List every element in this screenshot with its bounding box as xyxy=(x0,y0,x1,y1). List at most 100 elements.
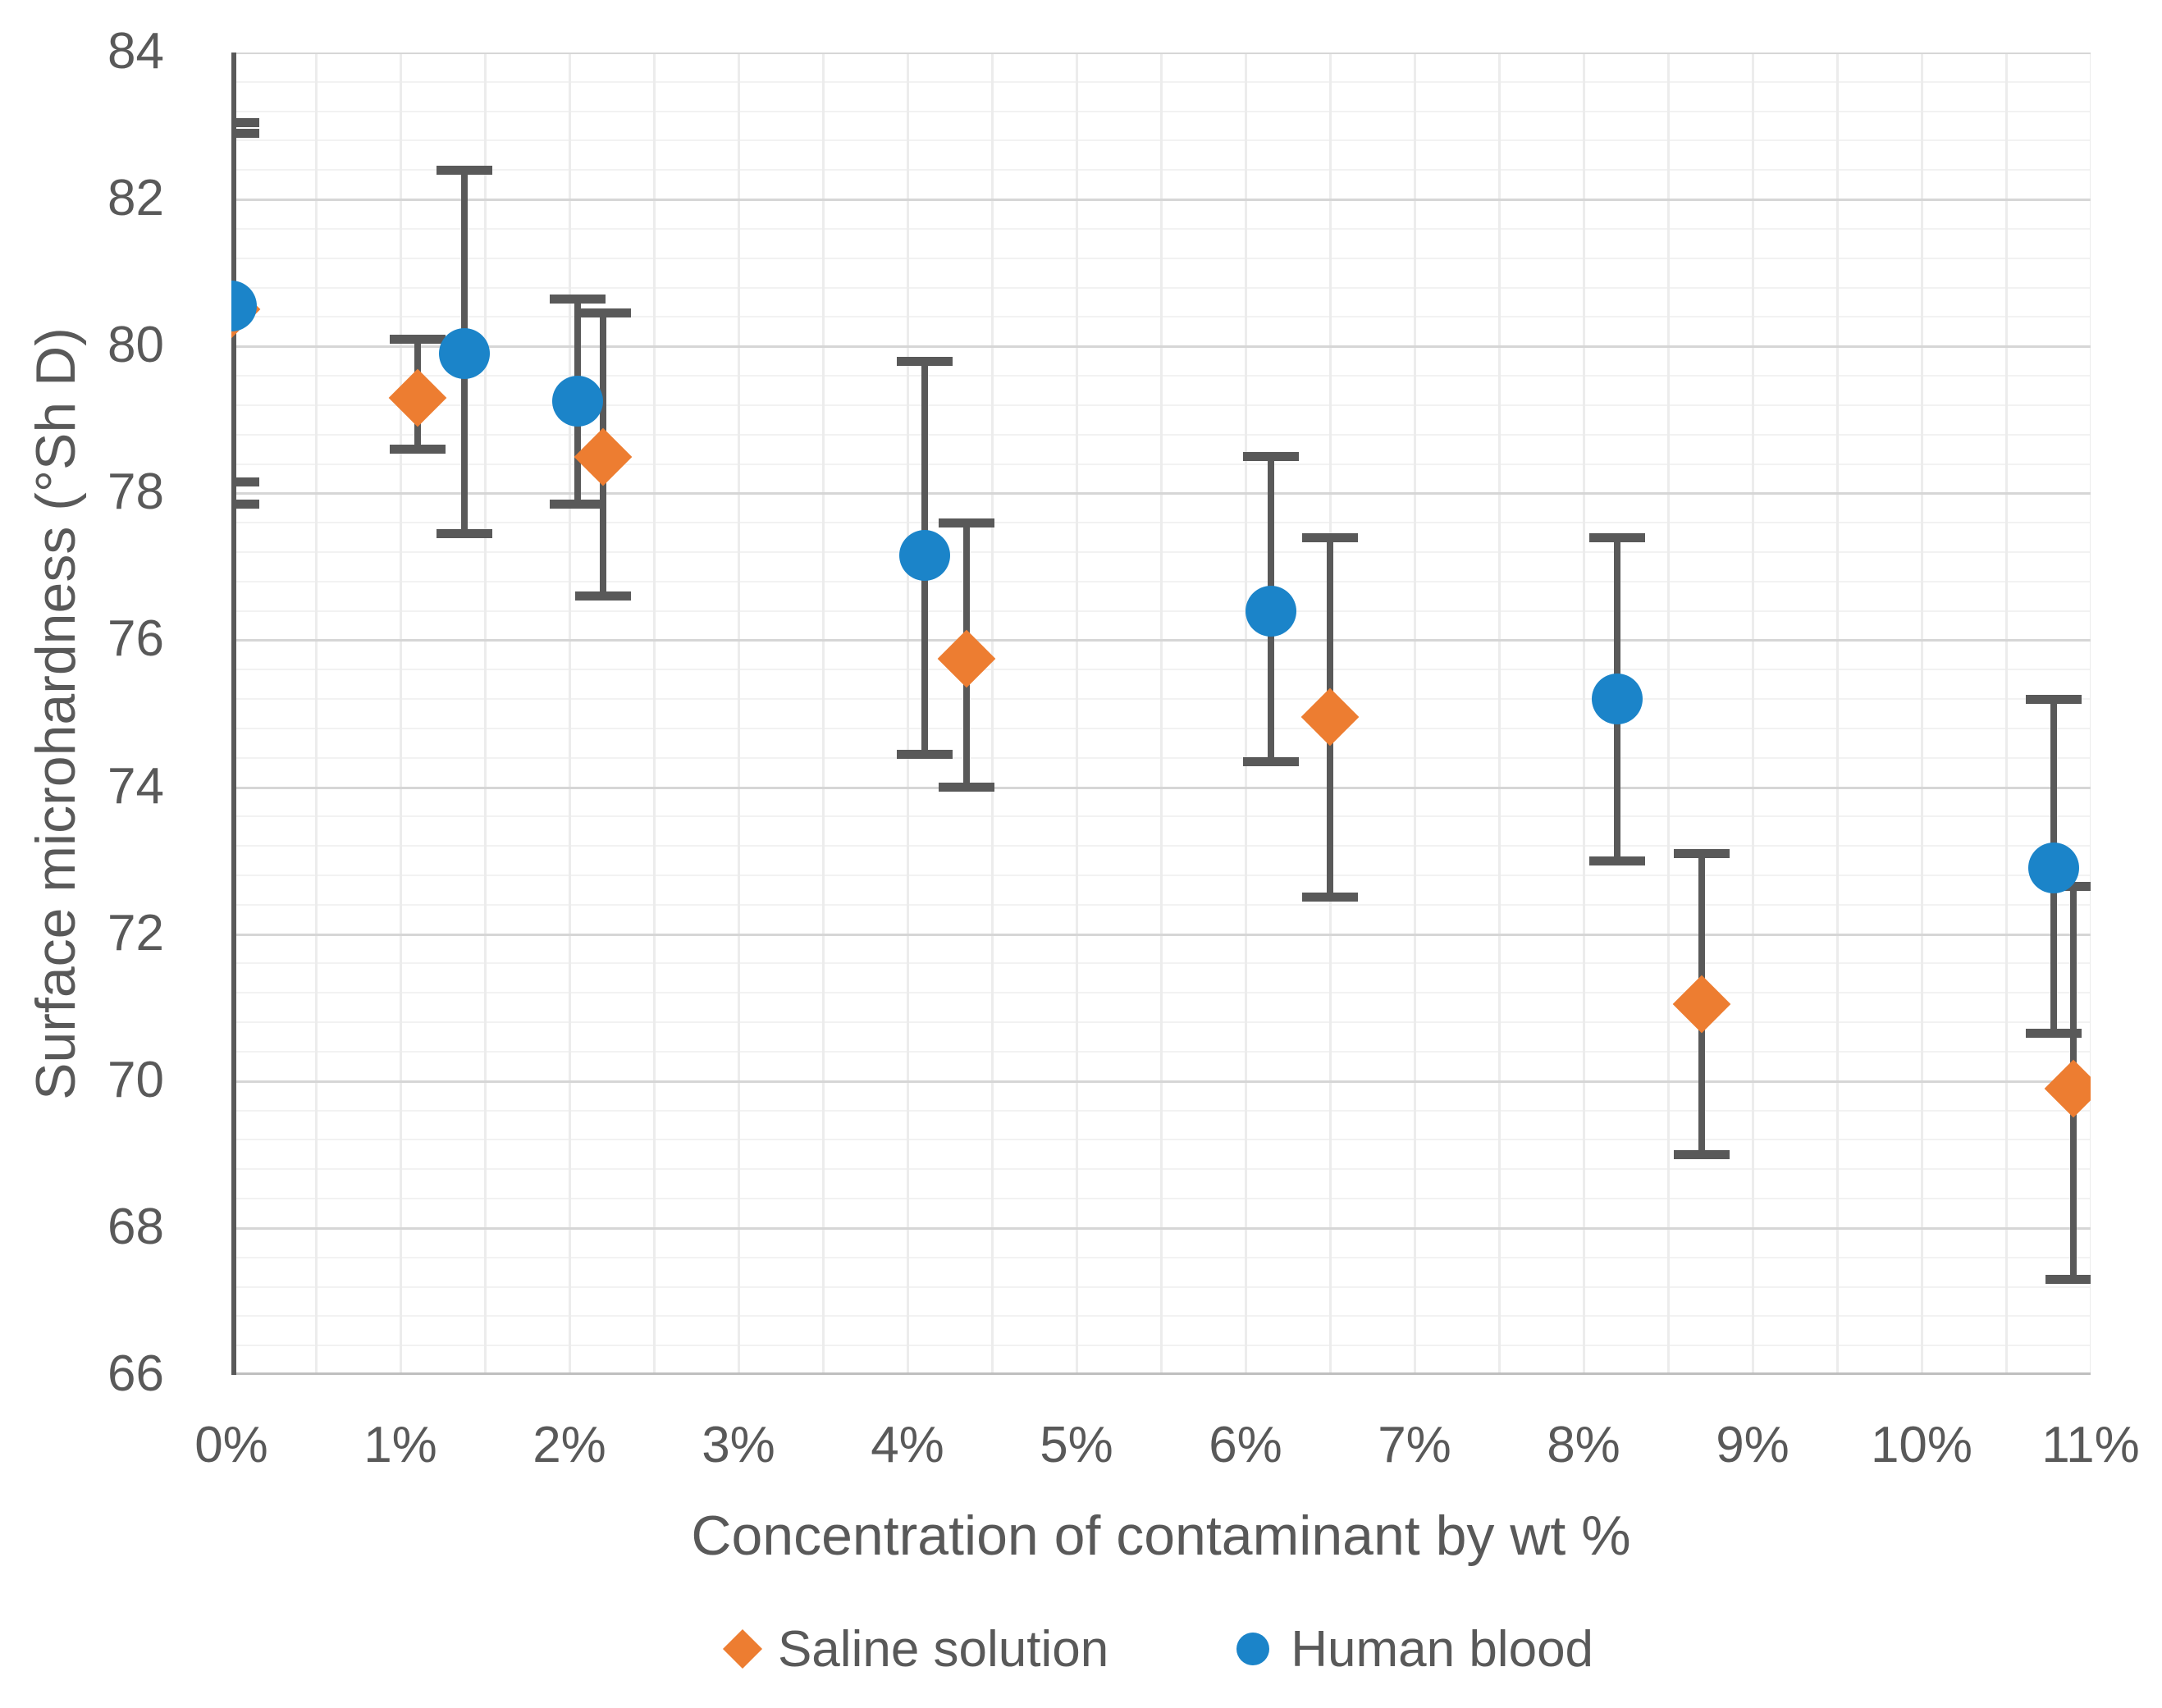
error-bar-cap-bottom xyxy=(896,749,953,759)
x-tick-label: 10% xyxy=(1870,1417,1973,1473)
x-tick-label: 0% xyxy=(194,1417,268,1473)
minor-gridline-vertical xyxy=(653,53,656,1375)
error-bar-cap-top xyxy=(231,117,259,127)
major-gridline-horizontal xyxy=(231,933,2091,936)
error-bar-cap-bottom xyxy=(231,500,259,509)
error-bar-cap-bottom xyxy=(231,477,259,487)
minor-gridline-vertical xyxy=(1583,53,1585,1375)
minor-gridline-vertical xyxy=(1921,53,1923,1375)
minor-gridline-vertical xyxy=(2005,53,2008,1375)
error-bar-cap-bottom xyxy=(389,445,446,454)
y-tick-label: 80 xyxy=(107,317,164,374)
marker-human-blood xyxy=(439,328,491,380)
marker-saline-solution xyxy=(1300,688,1360,747)
error-bar-cap-bottom xyxy=(2045,1275,2091,1285)
marker-human-blood xyxy=(1245,585,1296,637)
major-gridline-horizontal xyxy=(231,199,2091,202)
minor-gridline-vertical xyxy=(738,53,740,1375)
legend-label: Human blood xyxy=(1291,1620,1594,1678)
error-bar-cap-top xyxy=(389,334,446,344)
x-axis-line xyxy=(231,1372,2091,1375)
major-gridline-horizontal xyxy=(231,639,2091,642)
error-bar-cap-top xyxy=(231,129,259,138)
minor-gridline-vertical xyxy=(569,53,571,1375)
marker-saline-solution xyxy=(937,629,996,688)
x-tick-label: 6% xyxy=(1209,1417,1282,1473)
y-tick-label: 82 xyxy=(107,170,164,227)
minor-gridline-vertical xyxy=(1667,53,1670,1375)
major-gridline-horizontal xyxy=(231,345,2091,349)
minor-gridline-vertical xyxy=(1160,53,1163,1375)
minor-gridline-vertical xyxy=(907,53,909,1375)
error-bar-cap-bottom xyxy=(1589,856,1646,865)
circle-icon xyxy=(1236,1633,1270,1665)
minor-gridline-vertical xyxy=(1752,53,1754,1375)
error-bar-cap-top xyxy=(939,518,995,527)
error-bar-cap-bottom xyxy=(1302,893,1358,902)
x-axis-title: Concentration of contaminant by wt % xyxy=(691,1505,1631,1567)
minor-gridline-vertical xyxy=(1836,53,1839,1375)
x-tick-label: 11% xyxy=(2041,1417,2140,1473)
legend-label: Saline solution xyxy=(777,1620,1109,1678)
x-tick-label: 1% xyxy=(363,1417,437,1473)
error-bar-cap-bottom xyxy=(575,591,632,601)
x-tick-label: 2% xyxy=(533,1417,606,1473)
marker-saline-solution xyxy=(2045,1059,2091,1118)
major-gridline-horizontal xyxy=(231,1080,2091,1083)
plot-area xyxy=(231,53,2091,1375)
error-bar-cap-top xyxy=(1589,532,1646,542)
error-bar-cap-top xyxy=(437,165,493,175)
error-bar-cap-bottom xyxy=(550,500,606,509)
y-tick-label: 84 xyxy=(107,23,164,80)
marker-saline-solution xyxy=(1672,975,1731,1034)
x-tick-label: 5% xyxy=(1040,1417,1113,1473)
minor-gridline-vertical xyxy=(822,53,825,1375)
y-tick-label: 78 xyxy=(107,464,164,521)
error-bar-cap-top xyxy=(1242,452,1299,462)
diamond-icon xyxy=(722,1628,762,1669)
legend: Saline solution Human blood xyxy=(231,1608,2091,1690)
y-axis-title: Surface microhardness (°Sh D) xyxy=(25,327,87,1100)
minor-gridline-vertical xyxy=(1245,53,1247,1375)
x-tick-label: 8% xyxy=(1547,1417,1620,1473)
minor-gridline-vertical xyxy=(1498,53,1501,1375)
x-tick-label: 9% xyxy=(1716,1417,1789,1473)
x-tick-label: 3% xyxy=(702,1417,775,1473)
error-bar-cap-top xyxy=(550,294,606,304)
error-bar-cap-top xyxy=(1674,848,1730,858)
error-bar-cap-bottom xyxy=(1674,1149,1730,1159)
y-axis-line xyxy=(231,53,236,1375)
error-bar-cap-top xyxy=(575,308,632,318)
marker-human-blood xyxy=(898,530,950,582)
minor-gridline-vertical xyxy=(991,53,994,1375)
minor-gridline-vertical xyxy=(1076,53,1078,1375)
minor-gridline-vertical xyxy=(400,53,402,1375)
error-bar-cap-bottom xyxy=(437,529,493,539)
y-tick-label: 76 xyxy=(107,610,164,668)
major-gridline-horizontal xyxy=(231,786,2091,789)
y-tick-label: 74 xyxy=(107,757,164,815)
marker-saline-solution xyxy=(388,368,446,427)
marker-human-blood xyxy=(552,376,604,427)
marker-saline-solution xyxy=(574,427,633,486)
y-tick-label: 68 xyxy=(107,1198,164,1255)
error-bar-cap-bottom xyxy=(1242,756,1299,766)
error-bar-cap-bottom xyxy=(2025,1029,2082,1039)
major-gridline-horizontal xyxy=(231,1226,2091,1230)
error-bar-cap-top xyxy=(1302,532,1358,542)
y-tick-label: 66 xyxy=(107,1345,164,1402)
minor-gridline-vertical xyxy=(1414,53,1416,1375)
x-tick-label: 4% xyxy=(871,1417,944,1473)
error-bar-cap-top xyxy=(2025,694,2082,704)
y-tick-label: 70 xyxy=(107,1051,164,1108)
major-gridline-horizontal xyxy=(231,492,2091,496)
error-bar-cap-top xyxy=(896,356,953,366)
major-gridline-horizontal xyxy=(231,53,2091,54)
legend-item-saline-solution: Saline solution xyxy=(722,1620,1109,1678)
minor-gridline-vertical xyxy=(315,53,318,1375)
y-tick-label: 72 xyxy=(107,904,164,961)
legend-item-human-blood: Human blood xyxy=(1236,1620,1593,1678)
marker-human-blood xyxy=(2027,843,2079,894)
error-bar-cap-bottom xyxy=(939,783,995,792)
